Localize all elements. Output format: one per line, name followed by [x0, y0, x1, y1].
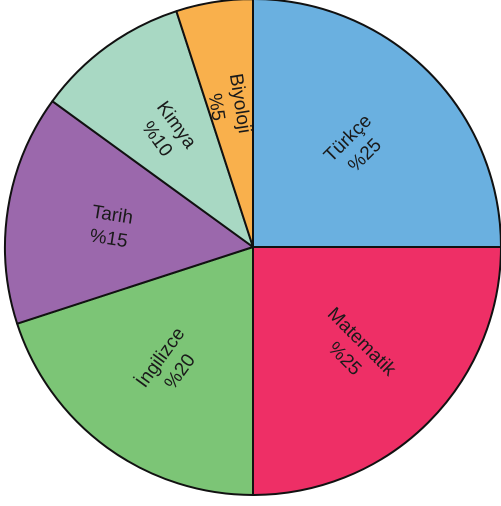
pie-slice-ingilizce	[16, 246, 254, 496]
pie-slice-biyoloji	[175, 0, 254, 248]
slice-label-group-matematik: Matematik%25	[323, 304, 400, 381]
slice-value-label-biyoloji: %5	[204, 92, 229, 122]
slice-label-group-tarih: Tarih%15	[88, 202, 134, 253]
pie-slice-turkce	[252, 0, 501, 248]
pie-slice-matematik	[252, 246, 501, 496]
pie-slice-tarih	[3, 100, 254, 325]
pie-slice-kimya	[51, 10, 254, 248]
